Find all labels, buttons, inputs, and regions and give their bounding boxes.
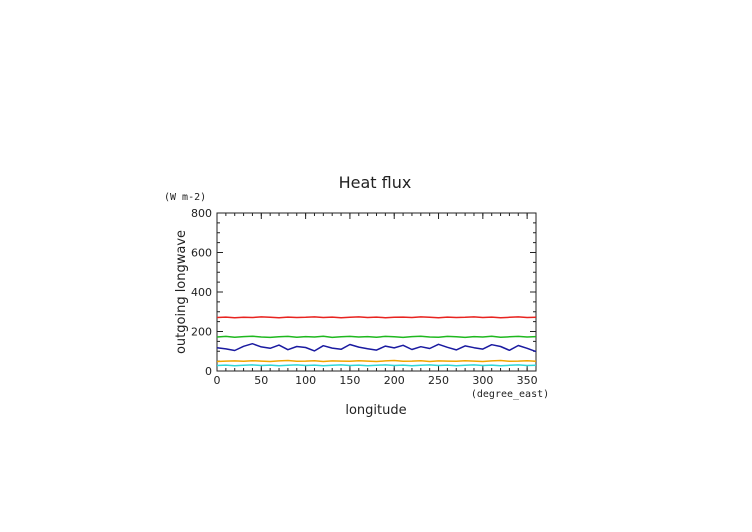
x-unit-label: (degree_east)	[471, 389, 549, 400]
x-axis-label: longitude	[345, 403, 406, 418]
series-line-4	[216, 359, 537, 363]
x-tick-label: 300	[472, 374, 493, 387]
x-tick-label: 150	[339, 374, 360, 387]
y-axis-label: outgoing longwave	[174, 230, 189, 354]
y-tick-label: 200	[191, 326, 212, 339]
x-tick-label: 350	[517, 374, 538, 387]
series-group	[216, 316, 537, 367]
series-line-2	[216, 335, 537, 339]
series-line-3	[216, 342, 537, 353]
y-tick-label: 0	[205, 365, 212, 378]
x-tick-label: 50	[254, 374, 268, 387]
chart-title: Heat flux	[339, 173, 412, 192]
x-tick-label: 0	[214, 374, 221, 387]
series-line-1	[216, 316, 537, 319]
y-tick-label: 400	[191, 286, 212, 299]
y-tick-label: 600	[191, 247, 212, 260]
x-tick-label: 200	[384, 374, 405, 387]
series-line-5	[216, 364, 537, 367]
y-unit-label: (W m-2)	[164, 192, 206, 203]
y-tick-label: 800	[191, 207, 212, 220]
x-tick-label: 250	[428, 374, 449, 387]
axis-ticks: 0 50 100 150 200 250 300 350 0 200 400 600 800	[191, 207, 538, 387]
x-tick-label: 100	[295, 374, 316, 387]
